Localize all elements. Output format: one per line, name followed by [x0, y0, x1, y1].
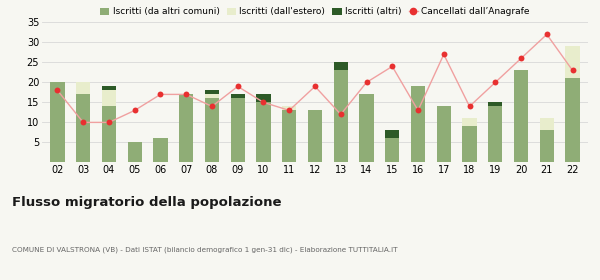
Bar: [102, 106, 116, 162]
Bar: [256, 94, 271, 102]
Bar: [463, 118, 476, 126]
Point: [413, 108, 423, 113]
Bar: [256, 102, 271, 162]
Bar: [385, 130, 400, 138]
Text: COMUNE DI VALSTRONA (VB) - Dati ISTAT (bilancio demografico 1 gen-31 dic) - Elab: COMUNE DI VALSTRONA (VB) - Dati ISTAT (b…: [12, 246, 398, 253]
Bar: [205, 94, 219, 98]
Bar: [334, 70, 348, 162]
Bar: [514, 70, 528, 162]
Point: [104, 120, 114, 125]
Point: [79, 120, 88, 125]
Point: [336, 112, 346, 117]
Bar: [308, 110, 322, 162]
Point: [516, 56, 526, 61]
Bar: [463, 126, 476, 162]
Bar: [205, 90, 219, 94]
Point: [155, 92, 165, 97]
Bar: [411, 87, 425, 162]
Bar: [154, 138, 167, 162]
Bar: [205, 98, 219, 162]
Bar: [437, 106, 451, 162]
Point: [233, 84, 242, 89]
Point: [542, 32, 551, 37]
Bar: [565, 46, 580, 78]
Point: [465, 104, 475, 109]
Bar: [102, 87, 116, 90]
Bar: [359, 94, 374, 162]
Point: [388, 64, 397, 69]
Bar: [385, 138, 400, 162]
Legend: Iscritti (da altri comuni), Iscritti (dall'estero), Iscritti (altri), Cancellati: Iscritti (da altri comuni), Iscritti (da…: [100, 8, 530, 17]
Bar: [282, 110, 296, 162]
Bar: [282, 106, 296, 110]
Point: [362, 80, 371, 85]
Bar: [128, 143, 142, 162]
Bar: [488, 106, 502, 162]
Bar: [230, 98, 245, 162]
Bar: [540, 130, 554, 162]
Text: Flusso migratorio della popolazione: Flusso migratorio della popolazione: [12, 196, 281, 209]
Point: [568, 68, 577, 73]
Bar: [179, 94, 193, 162]
Point: [53, 88, 62, 93]
Point: [207, 104, 217, 109]
Bar: [334, 62, 348, 70]
Point: [490, 80, 500, 85]
Bar: [102, 90, 116, 106]
Bar: [565, 78, 580, 162]
Point: [284, 108, 294, 113]
Bar: [76, 94, 90, 162]
Point: [439, 52, 449, 57]
Point: [259, 100, 268, 105]
Bar: [76, 82, 90, 94]
Point: [181, 92, 191, 97]
Bar: [50, 82, 65, 162]
Bar: [540, 118, 554, 130]
Point: [310, 84, 320, 89]
Bar: [230, 94, 245, 98]
Point: [130, 108, 140, 113]
Bar: [488, 102, 502, 106]
